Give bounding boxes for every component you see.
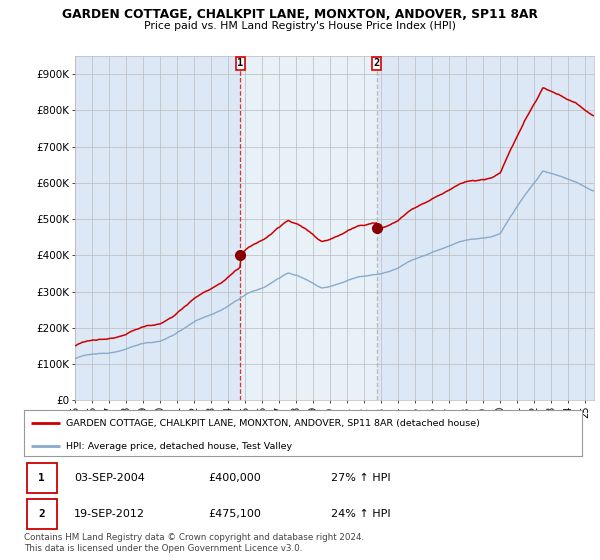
Text: GARDEN COTTAGE, CHALKPIT LANE, MONXTON, ANDOVER, SP11 8AR (detached house): GARDEN COTTAGE, CHALKPIT LANE, MONXTON, … bbox=[66, 419, 480, 428]
Text: 03-SEP-2004: 03-SEP-2004 bbox=[74, 473, 145, 483]
FancyBboxPatch shape bbox=[27, 499, 58, 529]
Bar bbox=[240, 56, 377, 400]
Text: £475,100: £475,100 bbox=[208, 509, 261, 519]
FancyBboxPatch shape bbox=[27, 463, 58, 493]
Text: £400,000: £400,000 bbox=[208, 473, 261, 483]
Text: 2: 2 bbox=[373, 58, 380, 68]
Text: GARDEN COTTAGE, CHALKPIT LANE, MONXTON, ANDOVER, SP11 8AR: GARDEN COTTAGE, CHALKPIT LANE, MONXTON, … bbox=[62, 8, 538, 21]
Text: 1: 1 bbox=[38, 473, 45, 483]
Text: 24% ↑ HPI: 24% ↑ HPI bbox=[331, 509, 391, 519]
Text: Price paid vs. HM Land Registry's House Price Index (HPI): Price paid vs. HM Land Registry's House … bbox=[144, 21, 456, 31]
Text: 19-SEP-2012: 19-SEP-2012 bbox=[74, 509, 145, 519]
Text: Contains HM Land Registry data © Crown copyright and database right 2024.
This d: Contains HM Land Registry data © Crown c… bbox=[24, 533, 364, 553]
Bar bbox=[240, 56, 377, 400]
Text: 2: 2 bbox=[38, 509, 45, 519]
Text: HPI: Average price, detached house, Test Valley: HPI: Average price, detached house, Test… bbox=[66, 442, 292, 451]
Text: 1: 1 bbox=[237, 58, 244, 68]
Text: 27% ↑ HPI: 27% ↑ HPI bbox=[331, 473, 391, 483]
